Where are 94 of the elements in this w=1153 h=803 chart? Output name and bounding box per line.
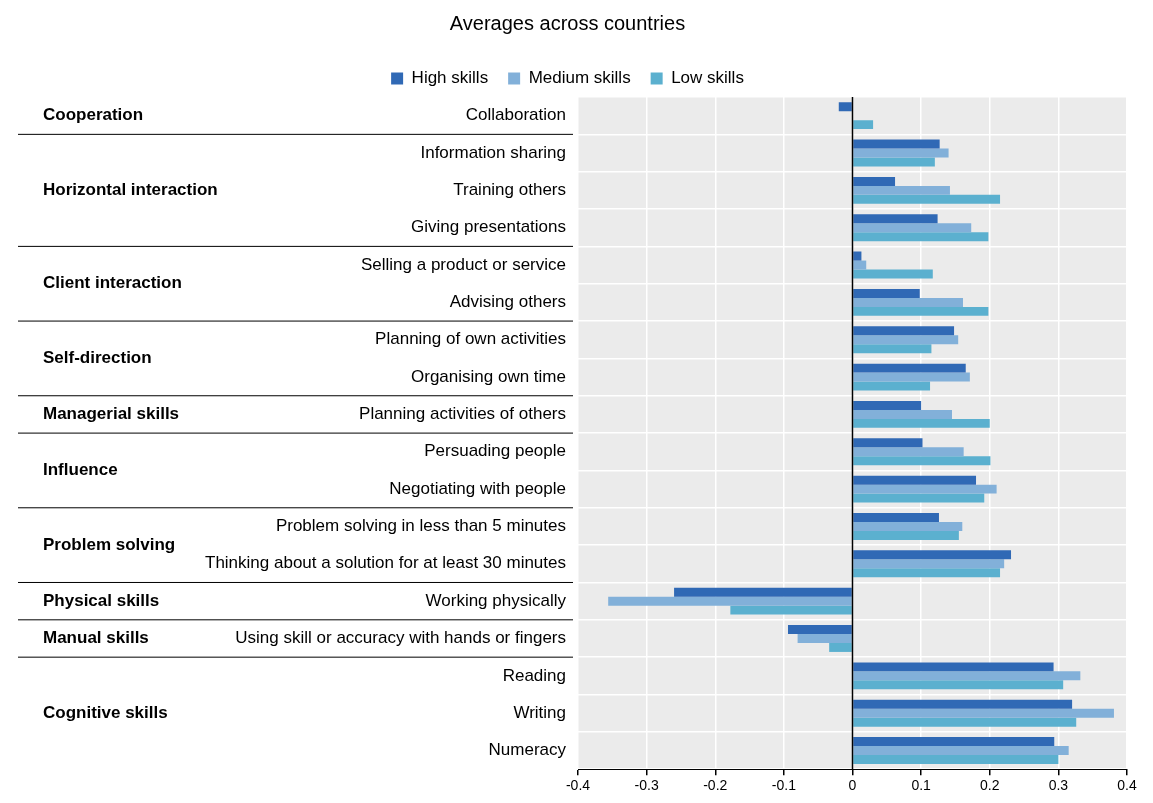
bar [838, 102, 852, 112]
bar [853, 737, 1055, 747]
bar [853, 400, 922, 410]
y-tick-label: Selling a product or service [360, 254, 566, 274]
text: Client interaction [43, 273, 182, 293]
text: Cooperation [43, 105, 144, 125]
bar [853, 456, 991, 466]
bar [853, 297, 963, 307]
bar [853, 260, 867, 270]
y-tick-label: Using skill or accuracy with hands or fingers [235, 628, 566, 648]
y-tick-label: Advising others [449, 292, 566, 312]
bar [853, 699, 1073, 709]
x-tick-label: 0.2 [980, 777, 1000, 794]
x-tick-label: -0.2 [703, 777, 728, 794]
text: Physical skills [43, 590, 160, 610]
bar [787, 625, 852, 635]
bar [853, 223, 972, 233]
bar [853, 185, 950, 195]
bar [853, 214, 938, 224]
bar [853, 484, 997, 494]
y-tick-label: Planning activities of others [359, 404, 566, 424]
bar [853, 708, 1114, 718]
bar [853, 288, 920, 298]
bar [853, 755, 1059, 764]
bar [853, 335, 959, 345]
text: Influence [43, 460, 118, 480]
bar [853, 746, 1069, 756]
y-tick-label: Thinking about a solution for at least 30 minutes [205, 553, 566, 573]
bar [853, 671, 1081, 681]
bar [853, 269, 933, 279]
bar [853, 176, 896, 186]
bar [853, 372, 970, 382]
bar [853, 139, 940, 149]
y-tick-label: Working physically [425, 590, 567, 610]
text: Problem solving [43, 534, 176, 554]
bar [853, 550, 1012, 560]
legend-label: Low skills [671, 68, 744, 88]
x-tick-label: -0.1 [771, 777, 797, 794]
bar [853, 326, 955, 336]
bar [853, 662, 1054, 672]
x-tick-label: 0.3 [1048, 777, 1069, 794]
x-tick-label: 0 [848, 777, 857, 794]
y-tick-label: Training others [453, 180, 566, 200]
text: Manual skills [43, 628, 149, 648]
y-tick-label: Persuading people [424, 441, 566, 461]
x-tick-label: 0.1 [911, 777, 932, 794]
text: Horizontal interaction [43, 180, 218, 200]
bar [608, 596, 852, 606]
bar [853, 344, 932, 354]
bar [853, 194, 1001, 204]
legend-label: High skills [411, 68, 489, 88]
bar [853, 251, 862, 261]
bar [853, 381, 931, 391]
bar [853, 157, 935, 167]
bar [853, 475, 977, 485]
y-tick-label: Collaboration [465, 105, 566, 125]
x-tick-label: 0.4 [1117, 777, 1137, 794]
text: Cognitive skills [43, 702, 168, 722]
bar [853, 438, 923, 448]
bar [674, 587, 852, 597]
y-tick-label: Organising own time [411, 366, 566, 386]
text: Managerial skills [43, 404, 180, 424]
y-tick-label: Numeracy [488, 740, 567, 760]
y-tick-label: Giving presentations [411, 217, 566, 237]
bar [853, 306, 989, 316]
bar [853, 568, 1001, 578]
y-tick-label: Writing [513, 702, 566, 722]
chart-title: Averages across countries [449, 11, 686, 34]
bar [853, 559, 1005, 569]
x-tick-label: -0.4 [565, 777, 591, 794]
bar [853, 530, 959, 540]
bar [853, 513, 939, 522]
x-tick-label: -0.3 [634, 777, 659, 794]
y-tick-label: Negotiating with people [389, 478, 566, 498]
y-tick-label: Problem solving in less than 5 minutes [275, 516, 566, 536]
bar [797, 634, 852, 643]
bar [853, 493, 985, 503]
bar [829, 642, 852, 652]
bar [853, 148, 949, 158]
y-tick-label: Information sharing [420, 142, 566, 162]
bar [853, 232, 989, 242]
bar [853, 363, 966, 373]
bar [853, 409, 953, 419]
text: Self-direction [43, 348, 152, 368]
y-tick-label: Reading [502, 665, 566, 685]
bar [730, 605, 852, 615]
bar [853, 447, 964, 457]
bar [853, 120, 874, 130]
y-tick-label: Planning of own activities [375, 329, 566, 349]
legend-label: Medium skills [528, 68, 631, 88]
bar [853, 680, 1064, 690]
bar [853, 418, 990, 428]
bar [853, 717, 1077, 727]
bar [853, 521, 963, 531]
